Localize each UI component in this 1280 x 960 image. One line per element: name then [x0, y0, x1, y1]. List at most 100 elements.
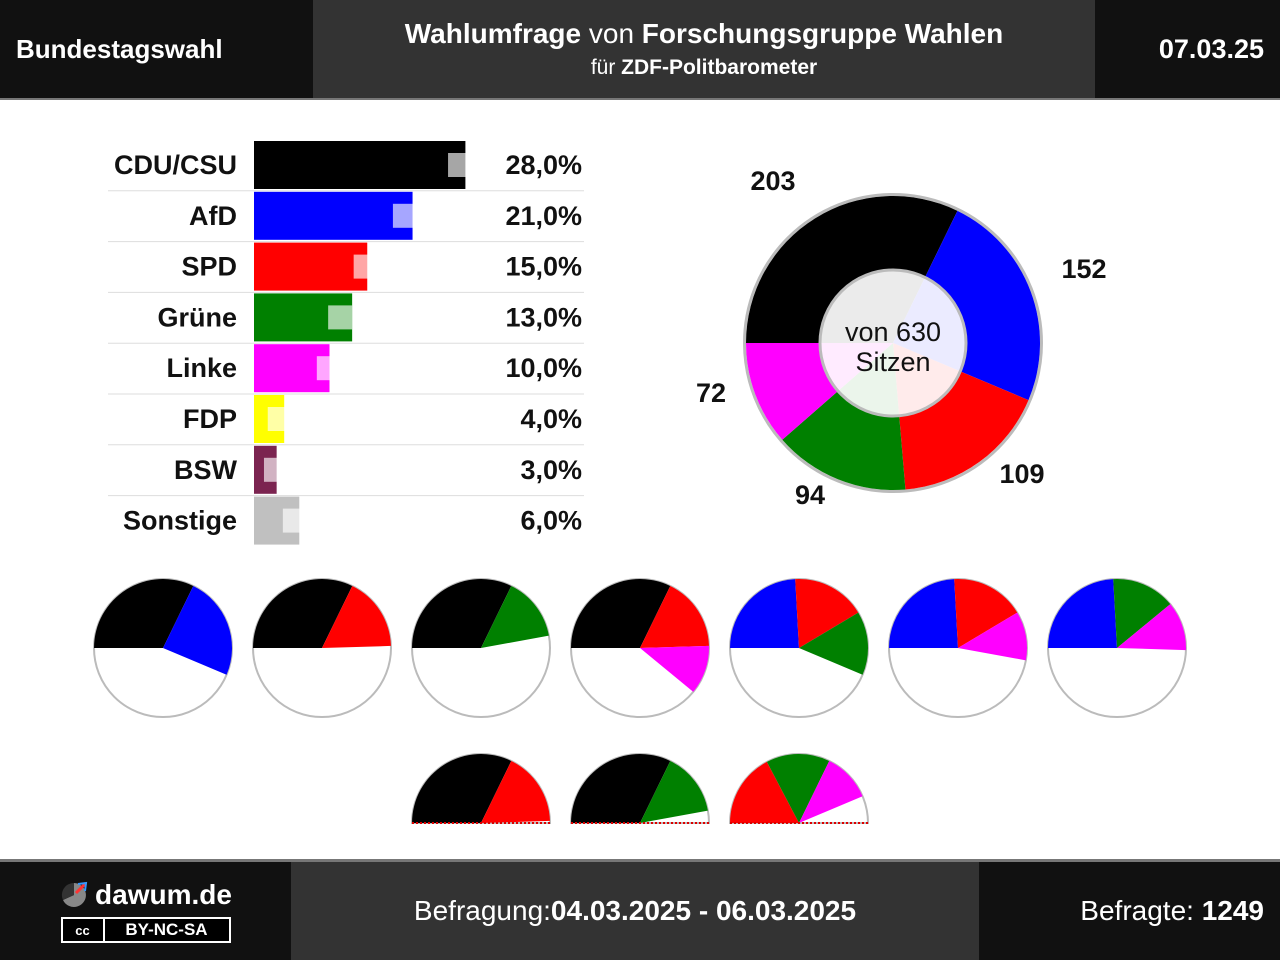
- bar-label-linke: Linke: [166, 353, 237, 383]
- coalition-slice-afd: [163, 585, 233, 675]
- license-text: BY-NC-SA: [104, 919, 229, 941]
- previous-marker-bsw: [263, 457, 288, 482]
- coalition-slice-spd: [481, 760, 550, 823]
- bar-label-sonstige: Sonstige: [123, 506, 237, 536]
- period-label: Befragung:: [413, 895, 551, 926]
- coalition-slice-afd: [889, 579, 958, 648]
- coalition-slice-spd: [640, 585, 709, 648]
- previous-marker-fdp: [267, 407, 292, 431]
- coalition-afd-spd-linke: [888, 578, 1028, 718]
- institute-name: Forschungsgruppe Wahlen: [641, 18, 1004, 49]
- charts-canvas: CDU/CSU 28,0% AfD 21,0% SPD 15,0% Grüne 13,0% Li…: [93, 141, 1187, 824]
- bar-value-fdp: 4,0%: [520, 404, 582, 434]
- coalition-slice-spd: [730, 761, 799, 823]
- election-label: Bundestagswahl: [16, 33, 223, 64]
- previous-marker-afd: [392, 203, 428, 228]
- coalition-slice-cdu-csu: [412, 754, 512, 823]
- bar-label-gruene: Grüne: [157, 302, 237, 332]
- donut-center-line2: Sitzen: [855, 347, 930, 377]
- header-title-block: Wahlumfrage von Forschungsgruppe Wahlen …: [313, 0, 1095, 98]
- donut-label-linke: 72: [696, 378, 726, 408]
- coalition-cdu-csu-spd: [410, 753, 552, 824]
- coalition-slice-linke: [640, 645, 709, 692]
- header-right: 07.03.25: [1095, 0, 1280, 98]
- previous-marker-cdu-csu: [448, 153, 489, 177]
- donut-label-cdu-csu: 203: [750, 166, 795, 196]
- footer-divider: [0, 859, 1280, 862]
- coalition-slice-afd: [1048, 579, 1117, 648]
- donut-label-spd: 109: [999, 459, 1044, 489]
- coalition-cdu-csu-spd: [252, 578, 392, 718]
- coalition-spd-gruene-linke: [728, 753, 870, 824]
- bar-afd: [254, 191, 413, 240]
- coalition-charts: [93, 578, 1187, 824]
- footer-respondents: Befragte: 1249: [979, 862, 1280, 960]
- donut-outline: [743, 193, 1043, 493]
- coalition-cdu-csu-gruene: [411, 578, 551, 718]
- coalition-slice-gruene: [640, 760, 708, 823]
- coalition-cdu-csu-gruene: [569, 753, 711, 824]
- coalition-slice-afd: [730, 579, 799, 648]
- coalition-afd-spd-gruene: [729, 578, 869, 718]
- coalition-slice-gruene: [481, 585, 549, 648]
- footer-left: dawum.de cc BY-NC-SA: [0, 862, 291, 960]
- poll-subtitle: für ZDF-Politbarometer: [591, 56, 817, 80]
- bar-spd: [254, 242, 368, 291]
- bar-value-afd: 21,0%: [505, 201, 582, 231]
- coalition-afd-gruene-linke: [1047, 578, 1187, 718]
- header-divider: [0, 98, 1280, 100]
- donut-label-gruene: 94: [795, 480, 825, 510]
- brand-name: dawum.de: [95, 879, 232, 910]
- header-left: Bundestagswahl: [0, 0, 313, 98]
- poll-date: 07.03.25: [1158, 33, 1264, 64]
- period-value: 04.03.2025 - 06.03.2025: [550, 895, 857, 926]
- coalition-slice-linke: [799, 760, 863, 823]
- bar-label-afd: AfD: [189, 201, 237, 231]
- previous-marker-gruene: [328, 305, 353, 330]
- coalition-slice-cdu-csu: [571, 579, 671, 648]
- coalition-slice-spd: [795, 579, 859, 648]
- donut-center: [818, 268, 968, 418]
- coalition-slice-spd: [954, 579, 1018, 648]
- subtitle-prefix: für: [590, 56, 622, 79]
- dawum-logo-icon: [61, 881, 88, 907]
- poll-title: Wahlumfrage von Forschungsgruppe Wahlen: [405, 18, 1003, 50]
- bar-label-spd: SPD: [181, 252, 237, 282]
- coalition-slice-cdu-csu: [571, 754, 671, 823]
- respondents-block: Befragte: 1249: [1080, 895, 1264, 927]
- bar-cdu-csu: [254, 141, 466, 189]
- bar-value-sonstige: 6,0%: [520, 506, 582, 536]
- donut-label-afd: 152: [1061, 254, 1106, 284]
- coalition-slice-linke: [1117, 604, 1186, 651]
- previous-marker-sonstige: [282, 508, 307, 533]
- respondents-value: 1249: [1201, 895, 1264, 926]
- coalition-slice-spd: [322, 585, 391, 648]
- license-badge[interactable]: cc BY-NC-SA: [60, 917, 231, 943]
- bar-label-cdu-csu: CDU/CSU: [114, 150, 237, 180]
- previous-marker-spd: [353, 254, 379, 279]
- coalition-slice-gruene: [766, 754, 830, 823]
- bar-value-gruene: 13,0%: [505, 302, 582, 332]
- coalition-slice-cdu-csu: [94, 579, 194, 648]
- bar-value-spd: 15,0%: [505, 252, 582, 282]
- previous-marker-linke: [316, 356, 341, 381]
- coalition-slice-cdu-csu: [412, 579, 512, 648]
- bar-value-bsw: 3,0%: [520, 455, 582, 485]
- respondents-label: Befragte:: [1080, 895, 1202, 926]
- coalition-cdu-csu-afd: [93, 578, 233, 718]
- bar-label-fdp: FDP: [183, 404, 237, 434]
- client-name: ZDF-Politbarometer: [621, 56, 818, 79]
- donut-center-line1: von 630: [845, 317, 941, 347]
- title-prefix: Wahlumfrage: [404, 18, 582, 49]
- bar-value-cdu-csu: 28,0%: [505, 150, 582, 180]
- footer-period: Befragung: 04.03.2025 - 06.03.2025: [291, 862, 979, 960]
- coalition-slice-linke: [958, 612, 1027, 661]
- coalition-slice-gruene: [1113, 579, 1171, 648]
- bar-chart: CDU/CSU 28,0% AfD 21,0% SPD 15,0% Grüne 13,0% Li…: [108, 141, 584, 545]
- coalition-slice-cdu-csu: [253, 579, 353, 648]
- coalition-cdu-csu-spd-linke: [570, 578, 710, 718]
- brand[interactable]: dawum.de: [59, 879, 232, 911]
- cc-icon: cc: [62, 919, 103, 941]
- bar-value-linke: 10,0%: [505, 353, 582, 383]
